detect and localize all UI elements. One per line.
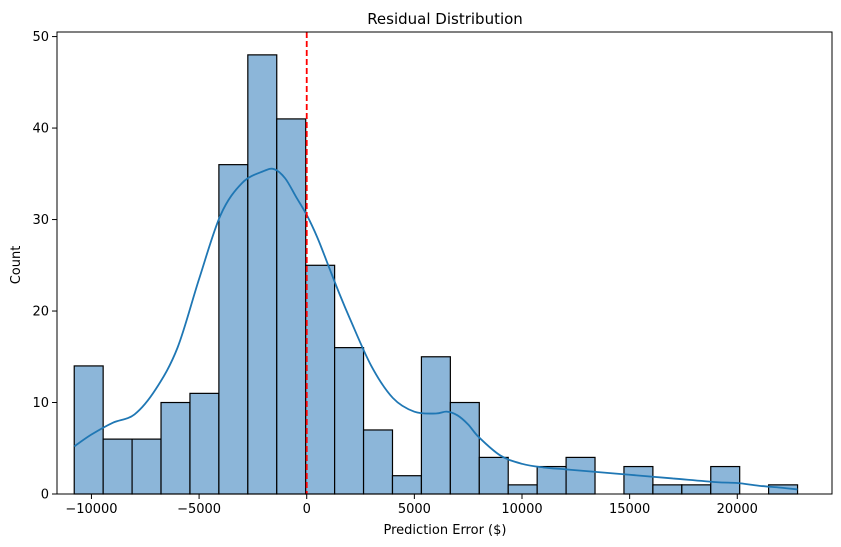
histogram-bar xyxy=(391,475,423,495)
y-tick-label: 40 xyxy=(32,122,49,137)
histogram-bar xyxy=(189,392,220,495)
y-tick-label: 0 xyxy=(41,488,49,503)
x-axis-ticks: −10000 −5000 0 5000 10000 15000 20000 xyxy=(65,494,758,517)
histogram-bar xyxy=(565,456,596,495)
x-axis-label: Prediction Error ($) xyxy=(384,523,507,538)
y-tick-label: 10 xyxy=(32,396,49,411)
histogram-bar xyxy=(536,465,567,495)
histogram-bar xyxy=(276,118,307,495)
y-axis-ticks: 0 10 20 30 40 50 xyxy=(32,30,57,503)
y-tick-label: 50 xyxy=(32,30,49,45)
x-tick-label: 10000 xyxy=(501,502,542,517)
x-tick-label: 15000 xyxy=(609,502,650,517)
histogram-bar xyxy=(449,401,480,495)
kde-curve xyxy=(73,167,798,491)
histogram-bar xyxy=(131,438,162,495)
x-tick-label: 0 xyxy=(303,502,311,517)
histogram-bar xyxy=(478,456,509,495)
histogram-bar xyxy=(652,484,683,495)
histogram-bar xyxy=(247,54,278,495)
y-tick-label: 20 xyxy=(32,305,49,320)
histogram-bar xyxy=(507,484,538,495)
x-tick-label: 5000 xyxy=(398,502,431,517)
histogram-bar xyxy=(334,347,365,495)
y-tick-label: 30 xyxy=(32,213,49,228)
histogram-bar xyxy=(362,429,394,495)
x-tick-label: 20000 xyxy=(717,502,758,517)
histogram-bar xyxy=(218,164,249,495)
histogram-bar xyxy=(710,465,741,495)
x-tick-label: −10000 xyxy=(65,502,117,517)
chart-title: Residual Distribution xyxy=(367,10,523,28)
histogram-bar xyxy=(623,465,654,495)
bars-group xyxy=(73,54,799,495)
histogram-bar xyxy=(420,356,451,495)
histogram-bar xyxy=(160,401,191,495)
histogram-bar xyxy=(102,438,133,495)
histogram-bar xyxy=(305,264,336,495)
histogram-bar xyxy=(681,484,712,495)
plot-frame xyxy=(56,31,833,495)
x-tick-label: −5000 xyxy=(177,502,221,517)
y-axis-label: Count xyxy=(9,246,24,285)
